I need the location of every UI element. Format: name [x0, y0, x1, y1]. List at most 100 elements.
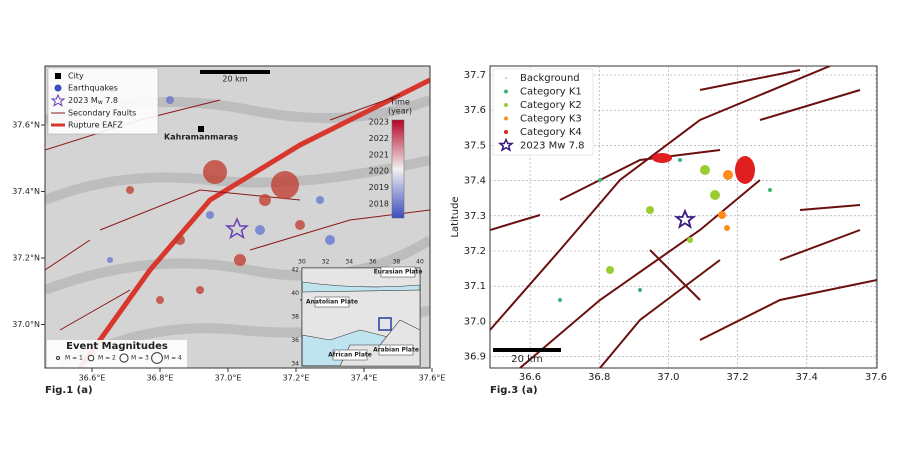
- y-tick-label: 37.2: [464, 246, 486, 257]
- map-shape: 2023 Mw 7.8: [68, 96, 118, 106]
- map-shape: [234, 254, 246, 266]
- map-shape: [492, 68, 594, 156]
- map-shape: [126, 160, 305, 304]
- map-shape: [558, 158, 772, 302]
- x-tick-label: 37.2: [726, 372, 748, 383]
- y-tick-label: 37.3: [464, 211, 486, 222]
- map-shape: [47, 67, 159, 135]
- plate-box: [380, 266, 416, 278]
- legend-marker: [504, 116, 508, 121]
- map-shape: [44, 65, 431, 369]
- map-shape: [378, 317, 392, 331]
- map-shape: [55, 73, 61, 79]
- map-shape: [54, 84, 62, 92]
- map-shape: Latitude: [450, 196, 461, 237]
- plate-box: [378, 344, 414, 356]
- magnitude-marker: [119, 353, 129, 363]
- y-tick-label: 37.0°N: [12, 320, 40, 329]
- y-tick-label: 37.2°N: [12, 254, 40, 263]
- map-shape: [325, 235, 335, 245]
- map-shape: [166, 96, 174, 104]
- x-tick-label: 36.6°E: [79, 374, 106, 383]
- map-shape: [687, 237, 693, 243]
- map-shape: [723, 170, 733, 180]
- plate-label: Anatolian Plate: [306, 299, 358, 306]
- inset-x-tick-label: 36: [369, 259, 377, 266]
- text-part: 2023 M: [68, 96, 98, 105]
- map-shape: [646, 206, 654, 214]
- legend-label: Category K4: [520, 127, 582, 138]
- magnitude-marker: [56, 356, 60, 360]
- map-shape: [718, 211, 726, 219]
- x-tick-label: 36.8: [588, 372, 610, 383]
- x-tick-label: 37.6: [865, 372, 887, 383]
- map-shape: Fig.1 (a): [45, 385, 93, 396]
- map-shape: [700, 165, 710, 175]
- map-shape: 2023 2022 2021 2020 2019 2018: [369, 118, 389, 209]
- map-shape: [255, 225, 265, 235]
- map-shape: [710, 190, 720, 200]
- plate-label: African Plate: [328, 352, 372, 359]
- map-3: 20 km Background Category K1 Category K2 Ca…: [490, 66, 877, 368]
- plate-label: Arabian Plate: [373, 347, 419, 354]
- map-shape: [718, 170, 733, 231]
- plate-box: [314, 296, 350, 308]
- map-shape: [490, 66, 877, 368]
- map-shape: (year): [388, 107, 412, 116]
- map-shape: [673, 208, 697, 229]
- y-tick-label: 37.1: [464, 281, 486, 292]
- map-shape: Earthquakes: [68, 84, 118, 93]
- inset-y-tick-label: 42: [291, 267, 299, 274]
- map-shape: [259, 194, 271, 206]
- legend-marker: [505, 77, 507, 79]
- map-shape: [196, 286, 204, 294]
- text-part: 7.8: [103, 96, 118, 105]
- map-shape: [724, 225, 730, 231]
- inset-y-tick-label: 40: [291, 290, 299, 297]
- map-1: Kahramanmaraş 20 km City Earthquakes 202…: [45, 66, 430, 368]
- map-shape: [200, 70, 270, 74]
- colorbar-tick-label: 2023: [369, 118, 389, 127]
- map-shape: [316, 196, 324, 204]
- map-shape: [156, 296, 164, 304]
- magnitude-marker: [151, 352, 163, 364]
- map-shape: 20 km: [511, 354, 542, 365]
- map-shape: Eurasian Plate Anatolian Plate African Pla…: [306, 266, 423, 361]
- map-shape: [50, 93, 66, 107]
- y-tick-label: 37.6: [464, 105, 486, 116]
- map-shape: [107, 257, 113, 263]
- inset-y-tick-label: 38: [291, 314, 299, 321]
- legend-label: Background: [520, 73, 580, 84]
- x-tick-label: 37.2°E: [283, 374, 310, 383]
- x-tick-label: 37.0: [657, 372, 679, 383]
- legend-label: 2023 Mw 7.8: [520, 141, 585, 152]
- magnitude-marker: [87, 354, 95, 362]
- inset-y-tick-label: 34: [291, 361, 299, 368]
- legend-marker: [504, 103, 508, 107]
- map-shape: [768, 188, 772, 192]
- map-shape: [598, 178, 602, 182]
- x-tick-label: 37.6°E: [419, 374, 446, 383]
- map-shape: Rupture EAFZ: [68, 121, 123, 130]
- map-shape: 36.6°E 36.8°E 37.0°E 37.2°E 37.4°E 37.6°E 37.6…: [12, 121, 445, 383]
- map-shape: [206, 211, 214, 219]
- magnitude-label: M = 2: [98, 355, 116, 362]
- map-shape: [203, 160, 227, 184]
- map-shape: [558, 298, 562, 302]
- y-tick-label: 37.7: [464, 70, 486, 81]
- map-shape: Event Magnitudes: [66, 341, 168, 352]
- map-shape: Background Category K1 Category K2 Category…: [497, 73, 585, 152]
- plate-label: Eurasian Plate: [374, 269, 423, 276]
- map-shape: [126, 186, 134, 194]
- y-tick-label: 36.9: [464, 352, 486, 363]
- map-shape: [606, 266, 614, 274]
- x-tick-label: 37.4°E: [351, 374, 378, 383]
- inset-x-tick-label: 30: [298, 259, 306, 266]
- map-shape: [678, 158, 682, 162]
- map-shape: City: [68, 72, 84, 81]
- y-tick-label: 37.5: [464, 140, 486, 151]
- map-shape: [198, 126, 204, 132]
- x-tick-label: 36.8°E: [147, 374, 174, 383]
- inset-x-tick-label: 34: [345, 259, 353, 266]
